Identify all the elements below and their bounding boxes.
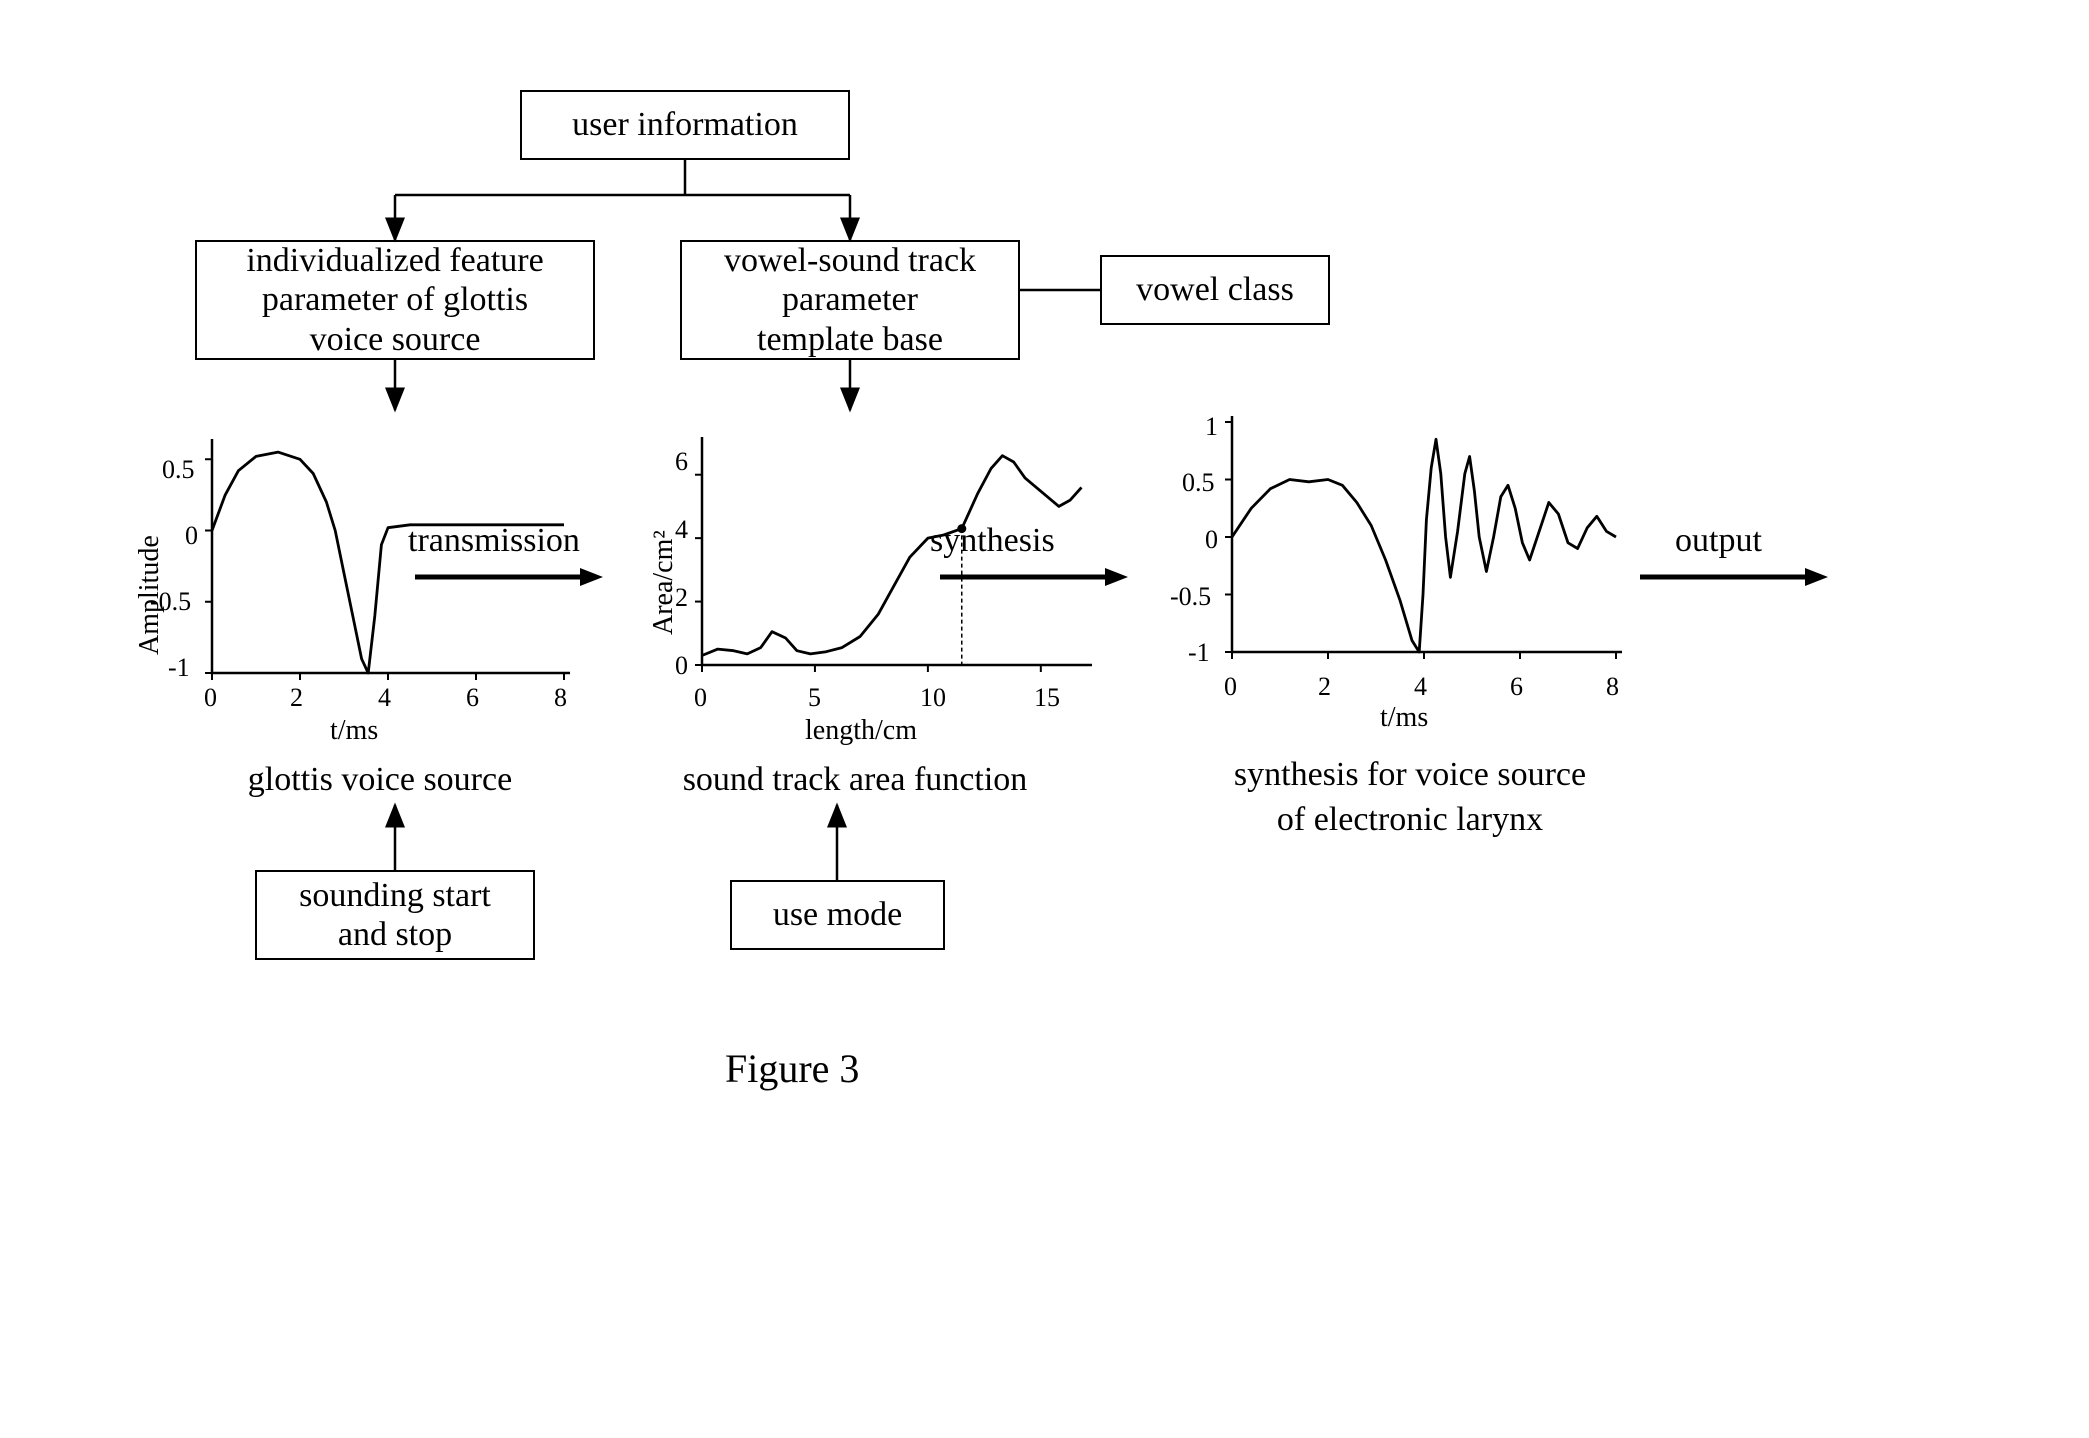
- diagram-container: user information individualized feature …: [140, 90, 1950, 1350]
- caption-glottis: glottis voice source: [190, 760, 570, 801]
- chart3-xtick-0: 0: [1224, 672, 1237, 702]
- chart2-xtick-15: 15: [1034, 683, 1060, 713]
- label-transmission: transmission: [408, 522, 580, 560]
- box-vowel-template: vowel-sound track parameter template bas…: [680, 240, 1020, 360]
- chart1-xlabel: t/ms: [330, 715, 378, 747]
- caption-synth-line1: synthesis for voice source: [1140, 755, 1680, 796]
- chart3-ytick--0.5: -0.5: [1170, 582, 1211, 612]
- chart3-ytick-0.5: 0.5: [1182, 468, 1215, 498]
- chart1-xtick-4: 4: [378, 683, 391, 713]
- caption-synth-line2: of electronic larynx: [1140, 800, 1680, 841]
- chart1-xtick-6: 6: [466, 683, 479, 713]
- box-vowel-class: vowel class: [1100, 255, 1330, 325]
- chart1-ytick--1: -1: [168, 653, 190, 683]
- figure-caption: Figure 3: [725, 1045, 859, 1092]
- chart3-xtick-8: 8: [1606, 672, 1619, 702]
- chart1-ytick-0.5: 0.5: [162, 455, 195, 485]
- chart1-ytick-0: 0: [185, 521, 198, 551]
- label-output: output: [1675, 522, 1762, 560]
- caption-track: sound track area function: [605, 760, 1105, 801]
- chart1-xtick-2: 2: [290, 683, 303, 713]
- chart2-xtick-5: 5: [808, 683, 821, 713]
- chart-glottis-voice-source: 0.5 0 -0.5 -1 0 2 4 6 8 t/ms Amplitude: [140, 425, 580, 755]
- chart2-xlabel: length/cm: [805, 715, 917, 747]
- box-sounding: sounding start and stop: [255, 870, 535, 960]
- chart-synthesis-output: 1 0.5 0 -0.5 -1 0 2 4 6 8 t/ms: [1160, 400, 1630, 755]
- box-vowel-class-label: vowel class: [1136, 270, 1294, 309]
- box-glottis-parameter: individualized feature parameter of glot…: [195, 240, 595, 360]
- chart3-ytick-1: 1: [1205, 412, 1218, 442]
- box-sounding-label: sounding start and stop: [299, 876, 491, 954]
- chart1-ylabel: Amplitude: [134, 535, 166, 655]
- chart3-xtick-2: 2: [1318, 672, 1331, 702]
- chart3-ytick--1: -1: [1188, 638, 1210, 668]
- box-vowel-template-label: vowel-sound track parameter template bas…: [724, 241, 976, 358]
- chart3-ytick-0: 0: [1205, 525, 1218, 555]
- chart2-ytick-6: 6: [675, 447, 688, 477]
- chart-sound-track-area: 6 4 2 0 0 5 10 15 length/cm Area/cm²: [630, 425, 1100, 755]
- box-use-mode-label: use mode: [773, 895, 902, 934]
- chart3-xlabel: t/ms: [1380, 702, 1428, 734]
- box-user-information: user information: [520, 90, 850, 160]
- chart3-xtick-6: 6: [1510, 672, 1523, 702]
- chart1-xtick-8: 8: [554, 683, 567, 713]
- box-use-mode: use mode: [730, 880, 945, 950]
- chart2-xtick-10: 10: [920, 683, 946, 713]
- chart3-xtick-4: 4: [1414, 672, 1427, 702]
- chart1-xtick-0: 0: [204, 683, 217, 713]
- label-synthesis: synthesis: [930, 522, 1055, 560]
- chart2-ytick-0: 0: [675, 651, 688, 681]
- chart2-ylabel: Area/cm²: [648, 530, 680, 635]
- arrow-output: [1640, 565, 1830, 595]
- box-glottis-parameter-label: individualized feature parameter of glot…: [246, 241, 543, 358]
- box-user-information-label: user information: [572, 105, 798, 144]
- chart2-xtick-0: 0: [694, 683, 707, 713]
